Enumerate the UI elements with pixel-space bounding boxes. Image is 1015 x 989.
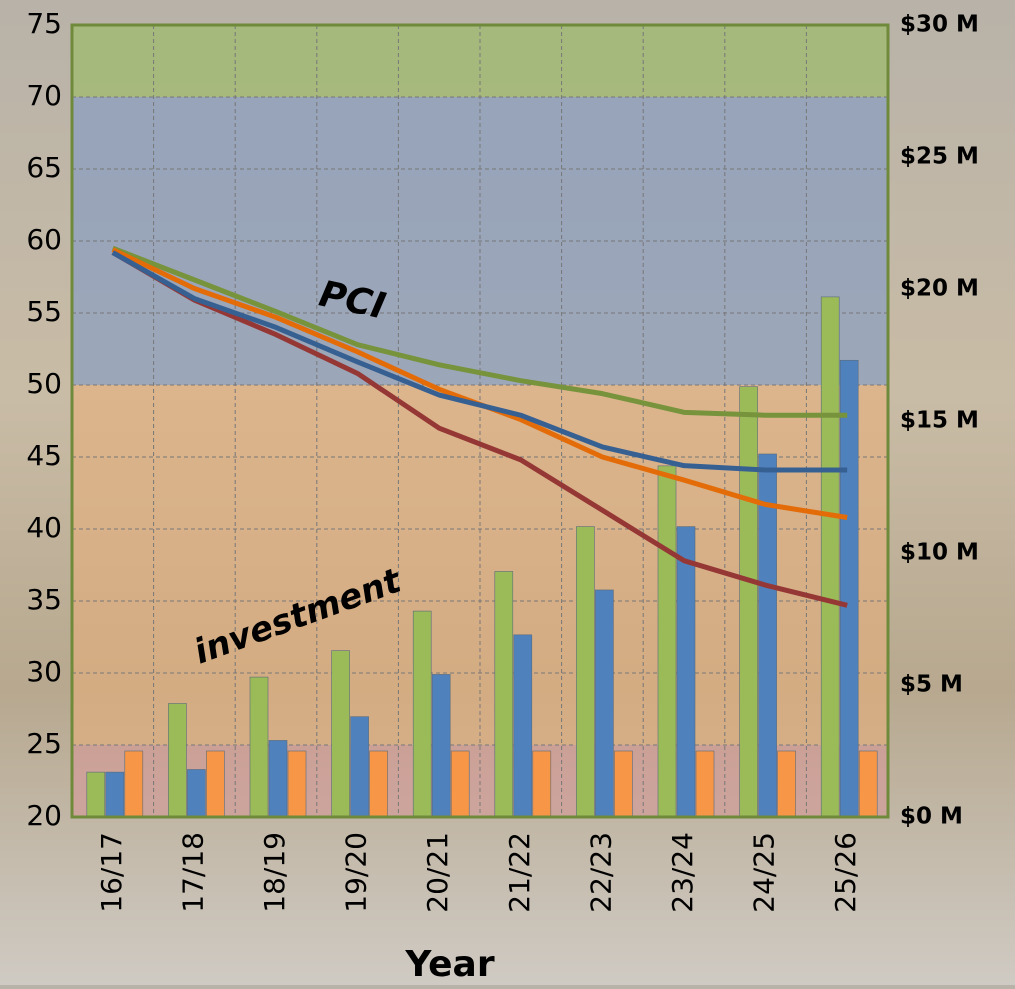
bar bbox=[125, 751, 143, 817]
x-tick-label: 19/20 bbox=[340, 832, 373, 913]
x-tick-label: 24/25 bbox=[748, 832, 781, 913]
y2-tick-label: $15 M bbox=[900, 408, 979, 434]
chart: 20 25 30 35 40 45 50 55 60 65 70 75 $0 M $5 M $10 M $15… bbox=[0, 0, 1015, 985]
bar bbox=[614, 751, 632, 817]
x-tick-label: 22/23 bbox=[584, 832, 617, 913]
x-axis-label: Year bbox=[404, 944, 494, 985]
bar bbox=[859, 751, 877, 817]
bar bbox=[106, 772, 124, 817]
y-tick-label: 35 bbox=[26, 583, 62, 616]
bar bbox=[658, 466, 676, 817]
bar bbox=[514, 635, 532, 817]
x-tick-label: 17/18 bbox=[176, 832, 209, 913]
bar bbox=[332, 651, 350, 817]
x-tick-label: 16/17 bbox=[95, 832, 128, 913]
bar bbox=[87, 772, 105, 817]
bar bbox=[495, 571, 513, 817]
y-tick-label: 30 bbox=[26, 655, 62, 688]
bar bbox=[759, 454, 777, 817]
y2-tick-label: $25 M bbox=[900, 144, 979, 170]
y-tick-label: 55 bbox=[26, 295, 62, 328]
bar bbox=[677, 527, 695, 817]
bar bbox=[187, 769, 205, 817]
y-tick-label: 75 bbox=[26, 7, 62, 40]
y2-tick-label: $5 M bbox=[900, 672, 963, 698]
y2-tick-label: $30 M bbox=[900, 12, 979, 38]
y-tick-label: 60 bbox=[26, 223, 62, 256]
bar bbox=[351, 717, 369, 817]
bar bbox=[250, 677, 268, 817]
bar bbox=[840, 360, 858, 817]
y-tick-label: 50 bbox=[26, 367, 62, 400]
y2-tick-label: $10 M bbox=[900, 540, 979, 566]
y-tick-label: 25 bbox=[26, 727, 62, 760]
bar bbox=[432, 674, 450, 817]
x-tick-label: 23/24 bbox=[666, 832, 699, 913]
x-tick-label: 25/26 bbox=[829, 832, 862, 913]
x-tick-label: 18/19 bbox=[258, 832, 291, 913]
x-tick-label: 20/21 bbox=[421, 832, 454, 913]
bar bbox=[778, 751, 796, 817]
y2-tick-label: $0 M bbox=[900, 804, 963, 830]
y-tick-label: 65 bbox=[26, 151, 62, 184]
bar bbox=[168, 703, 186, 817]
bar bbox=[696, 751, 714, 817]
bar bbox=[206, 751, 224, 817]
bar bbox=[288, 751, 306, 817]
bar bbox=[533, 751, 551, 817]
x-tick-label: 21/22 bbox=[503, 832, 536, 913]
bar bbox=[821, 297, 839, 817]
y-tick-label: 70 bbox=[26, 79, 62, 112]
bar bbox=[740, 387, 758, 817]
y-tick-label: 20 bbox=[26, 799, 62, 832]
bar bbox=[269, 740, 287, 817]
y-tick-label: 45 bbox=[26, 439, 62, 472]
bar bbox=[451, 751, 469, 817]
bar bbox=[576, 527, 594, 817]
bar bbox=[413, 611, 431, 817]
bar bbox=[595, 590, 613, 817]
y2-tick-label: $20 M bbox=[900, 276, 979, 302]
y-tick-label: 40 bbox=[26, 511, 62, 544]
bar bbox=[370, 751, 388, 817]
